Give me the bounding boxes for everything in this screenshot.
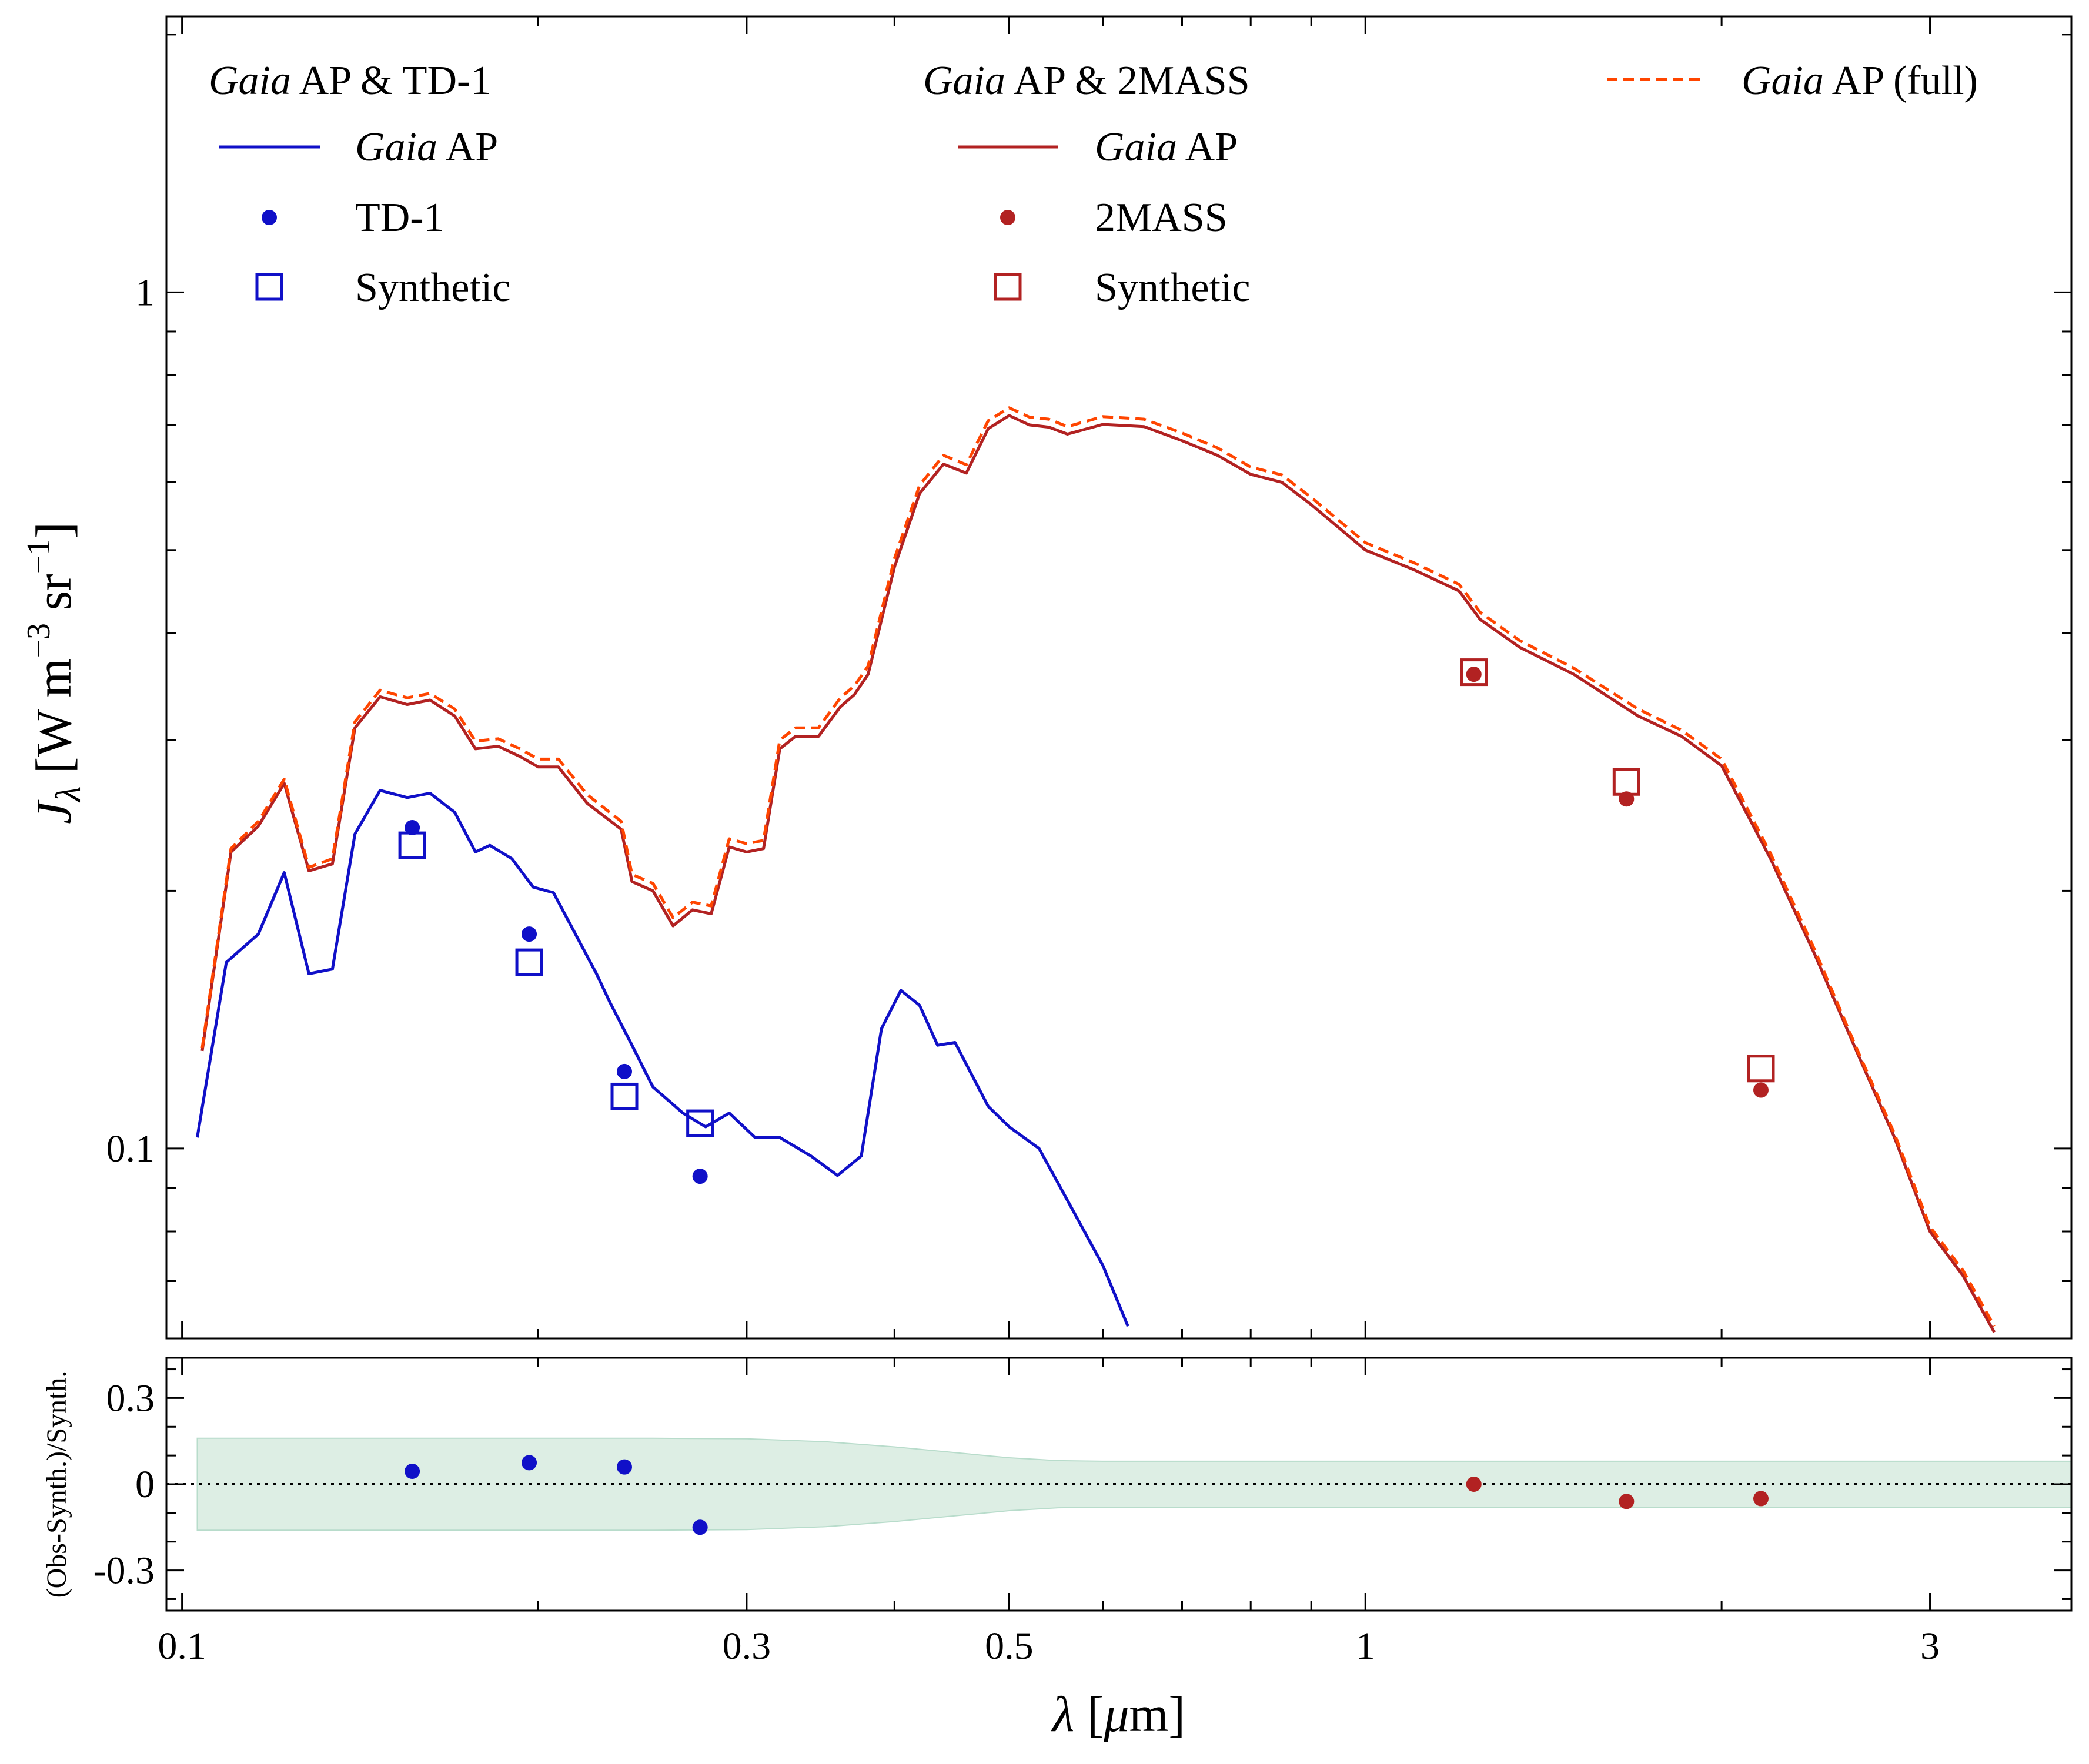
- residual-ylabel: (Obs-Synth.)/Synth.: [41, 1371, 72, 1598]
- residual-marker-layer: [405, 1455, 1769, 1535]
- residual-point-2mass-0: [1466, 1477, 1482, 1492]
- main-ylabel: Jλ [W m−3 sr−1]: [21, 522, 88, 824]
- square-synthetic-td-1-0: [398, 831, 426, 859]
- residual-point-2mass-2: [1753, 1491, 1769, 1507]
- series-line-gaia-ap-2mass: [200, 414, 1996, 1333]
- legend-label-full: Gaia AP (full): [1742, 58, 1978, 103]
- main-plot-frame: [165, 15, 2073, 1340]
- series-line-gaia-ap-full: [200, 406, 1996, 1327]
- ylabel-subscript: λ: [49, 786, 88, 803]
- legend-label-td1-dot: TD-1: [355, 195, 444, 240]
- legend: Gaia AP & TD-1 Gaia AP TD-1 Synthetic Ga…: [209, 58, 1978, 310]
- series-line-gaia-ap-td-1: [196, 789, 1129, 1327]
- residual-uncertainty-band: [196, 1437, 2071, 1531]
- legend-label-td1-gaia: Gaia AP: [355, 125, 498, 170]
- point-2mass-0: [1466, 667, 1482, 682]
- square-synthetic-2mass-1: [1612, 768, 1640, 796]
- point-td-1-3: [692, 1169, 708, 1184]
- point-2mass-2: [1753, 1082, 1769, 1098]
- residual-point-2mass-1: [1619, 1494, 1635, 1509]
- residual-band-layer: [196, 1437, 2071, 1531]
- legend-label-2mass-dot: 2MASS: [1095, 195, 1228, 240]
- square-synthetic-2mass-2: [1747, 1055, 1775, 1083]
- residual-point-td-1-1: [522, 1455, 537, 1471]
- main-panel: 0.11 Jλ [W m−3 sr−1] Gaia AP & TD-1 Gaia…: [21, 15, 2073, 1340]
- residual-point-td-1-0: [405, 1464, 420, 1480]
- point-td-1-2: [617, 1063, 633, 1079]
- legend-group-full: Gaia AP (full): [1607, 58, 1978, 103]
- xtick-label-2: 0.5: [985, 1625, 1034, 1668]
- point-td-1-1: [522, 926, 537, 942]
- res-ytick-label-1: 0: [135, 1463, 155, 1506]
- legend-swatch-2mass-dot: [1000, 210, 1015, 225]
- legend-title-td1: Gaia AP & TD-1: [209, 58, 491, 103]
- xtick-label-0: 0.1: [158, 1625, 206, 1668]
- ylabel-unit-mid: sr: [25, 574, 82, 623]
- legend-swatch-td1-square: [255, 273, 283, 301]
- res-ytick-label-0: 0.3: [106, 1377, 155, 1420]
- residual-axis-ticks: 0.1 0.3 0.5 1 3 0.3 0 -0.3: [93, 1358, 2071, 1668]
- legend-swatch-td1-dot: [262, 210, 277, 225]
- square-synthetic-td-1-2: [610, 1082, 639, 1110]
- residual-point-td-1-2: [617, 1459, 633, 1475]
- legend-title-2mass: Gaia AP & 2MASS: [923, 58, 1250, 103]
- square-synthetic-td-1-1: [515, 948, 543, 976]
- ylabel-unit-pre: [W m: [25, 658, 82, 786]
- residual-point-td-1-3: [692, 1519, 708, 1535]
- square-synthetic-2mass-0: [1460, 658, 1488, 687]
- xtick-label-4: 3: [1920, 1625, 1940, 1668]
- legend-label-td1-square: Synthetic: [355, 265, 510, 310]
- ylabel-exp-2: −1: [21, 539, 57, 574]
- legend-group-td1: Gaia AP & TD-1 Gaia AP TD-1 Synthetic: [209, 58, 510, 310]
- xtick-label-1: 0.3: [723, 1625, 771, 1668]
- main-marker-layer: [398, 658, 1775, 1184]
- residual-panel: 0.1 0.3 0.5 1 30.30-0.3 (Obs-Synth.)/Synth. …: [41, 1357, 2073, 1742]
- legend-swatch-2mass-square: [994, 273, 1022, 301]
- main-ytick-label-1: 1: [135, 271, 155, 314]
- ylabel-exp-1: −3: [21, 623, 57, 658]
- main-axis-ticks: 0.11: [106, 16, 2071, 1340]
- legend-label-2mass-square: Synthetic: [1095, 265, 1250, 310]
- ylabel-unit-post: ]: [25, 522, 82, 539]
- legend-label-2mass-gaia: Gaia AP: [1095, 125, 1238, 170]
- main-series-layer: [196, 406, 1996, 1333]
- res-ytick-label-2: -0.3: [93, 1549, 155, 1592]
- xtick-label-3: 1: [1356, 1625, 1375, 1668]
- legend-group-2mass: Gaia AP & 2MASS Gaia AP 2MASS Synthetic: [923, 58, 1250, 310]
- main-ytick-label-0: 0.1: [106, 1127, 155, 1170]
- square-synthetic-td-1-3: [686, 1109, 714, 1137]
- ylabel-symbol: J: [25, 799, 82, 824]
- point-td-1-0: [405, 820, 420, 836]
- xlabel: λ [μm]: [1051, 1686, 1185, 1742]
